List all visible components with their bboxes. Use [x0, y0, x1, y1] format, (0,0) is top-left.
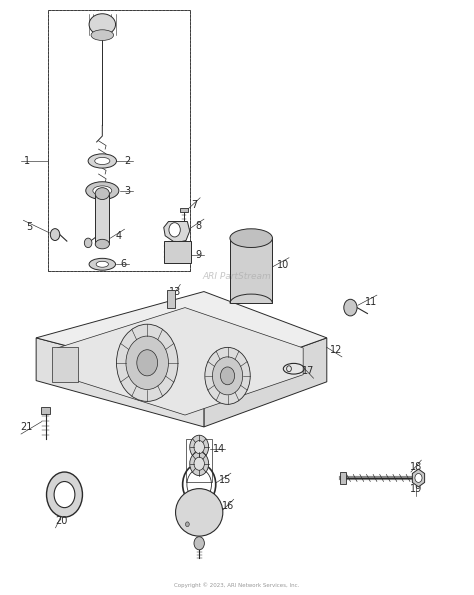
Polygon shape [204, 338, 327, 427]
Text: 10: 10 [277, 260, 290, 270]
Text: ARI PartStream: ARI PartStream [202, 273, 272, 281]
Text: 17: 17 [302, 366, 314, 376]
Text: 20: 20 [55, 516, 67, 526]
Circle shape [212, 357, 243, 395]
Bar [164, 240, 191, 263]
Text: 8: 8 [195, 221, 201, 231]
Text: 5: 5 [26, 223, 32, 233]
Circle shape [190, 452, 209, 475]
Ellipse shape [95, 239, 109, 249]
Bar [167, 290, 174, 308]
Circle shape [169, 223, 180, 237]
Bar [52, 347, 78, 382]
Bar [340, 472, 346, 484]
Text: 11: 11 [365, 298, 377, 307]
Circle shape [46, 472, 82, 517]
Bar [180, 208, 188, 212]
Text: 4: 4 [116, 231, 122, 242]
Ellipse shape [86, 181, 119, 199]
Circle shape [190, 435, 209, 459]
Text: 7: 7 [191, 200, 198, 210]
Circle shape [194, 457, 204, 470]
Circle shape [415, 474, 422, 483]
Polygon shape [412, 469, 425, 487]
Circle shape [126, 336, 168, 390]
Ellipse shape [89, 14, 116, 35]
Ellipse shape [95, 158, 110, 165]
Polygon shape [36, 292, 327, 382]
Bar [48, 10, 190, 271]
Polygon shape [36, 338, 204, 427]
Text: 14: 14 [213, 444, 225, 454]
Ellipse shape [230, 229, 273, 248]
Circle shape [137, 350, 157, 376]
Text: 6: 6 [120, 259, 127, 270]
Ellipse shape [93, 186, 112, 195]
Bar [230, 238, 273, 303]
Circle shape [185, 522, 189, 527]
Bar [41, 407, 50, 414]
Circle shape [344, 299, 357, 316]
Text: 1: 1 [24, 156, 30, 166]
Text: 9: 9 [195, 250, 201, 260]
Circle shape [50, 228, 60, 240]
Text: 12: 12 [330, 345, 342, 355]
Ellipse shape [91, 30, 114, 40]
Bar [186, 439, 212, 481]
Ellipse shape [96, 261, 109, 267]
Text: 3: 3 [124, 186, 130, 196]
Ellipse shape [88, 154, 117, 168]
Ellipse shape [89, 258, 116, 270]
Text: 16: 16 [222, 502, 234, 512]
Text: 19: 19 [410, 484, 422, 494]
Polygon shape [57, 308, 303, 415]
Ellipse shape [95, 187, 109, 199]
Text: 13: 13 [168, 287, 181, 296]
Polygon shape [164, 221, 190, 243]
Circle shape [54, 481, 75, 508]
Circle shape [117, 324, 178, 402]
Circle shape [220, 367, 235, 385]
Circle shape [194, 440, 204, 453]
Text: 21: 21 [20, 422, 33, 432]
Bar [95, 193, 109, 244]
Text: 15: 15 [219, 475, 231, 486]
Circle shape [205, 347, 250, 405]
Text: 2: 2 [124, 156, 130, 166]
Circle shape [194, 537, 204, 550]
Circle shape [84, 238, 92, 248]
Text: Copyright © 2023, ARI Network Services, Inc.: Copyright © 2023, ARI Network Services, … [174, 583, 300, 588]
Ellipse shape [175, 488, 223, 536]
Text: 18: 18 [410, 462, 422, 472]
